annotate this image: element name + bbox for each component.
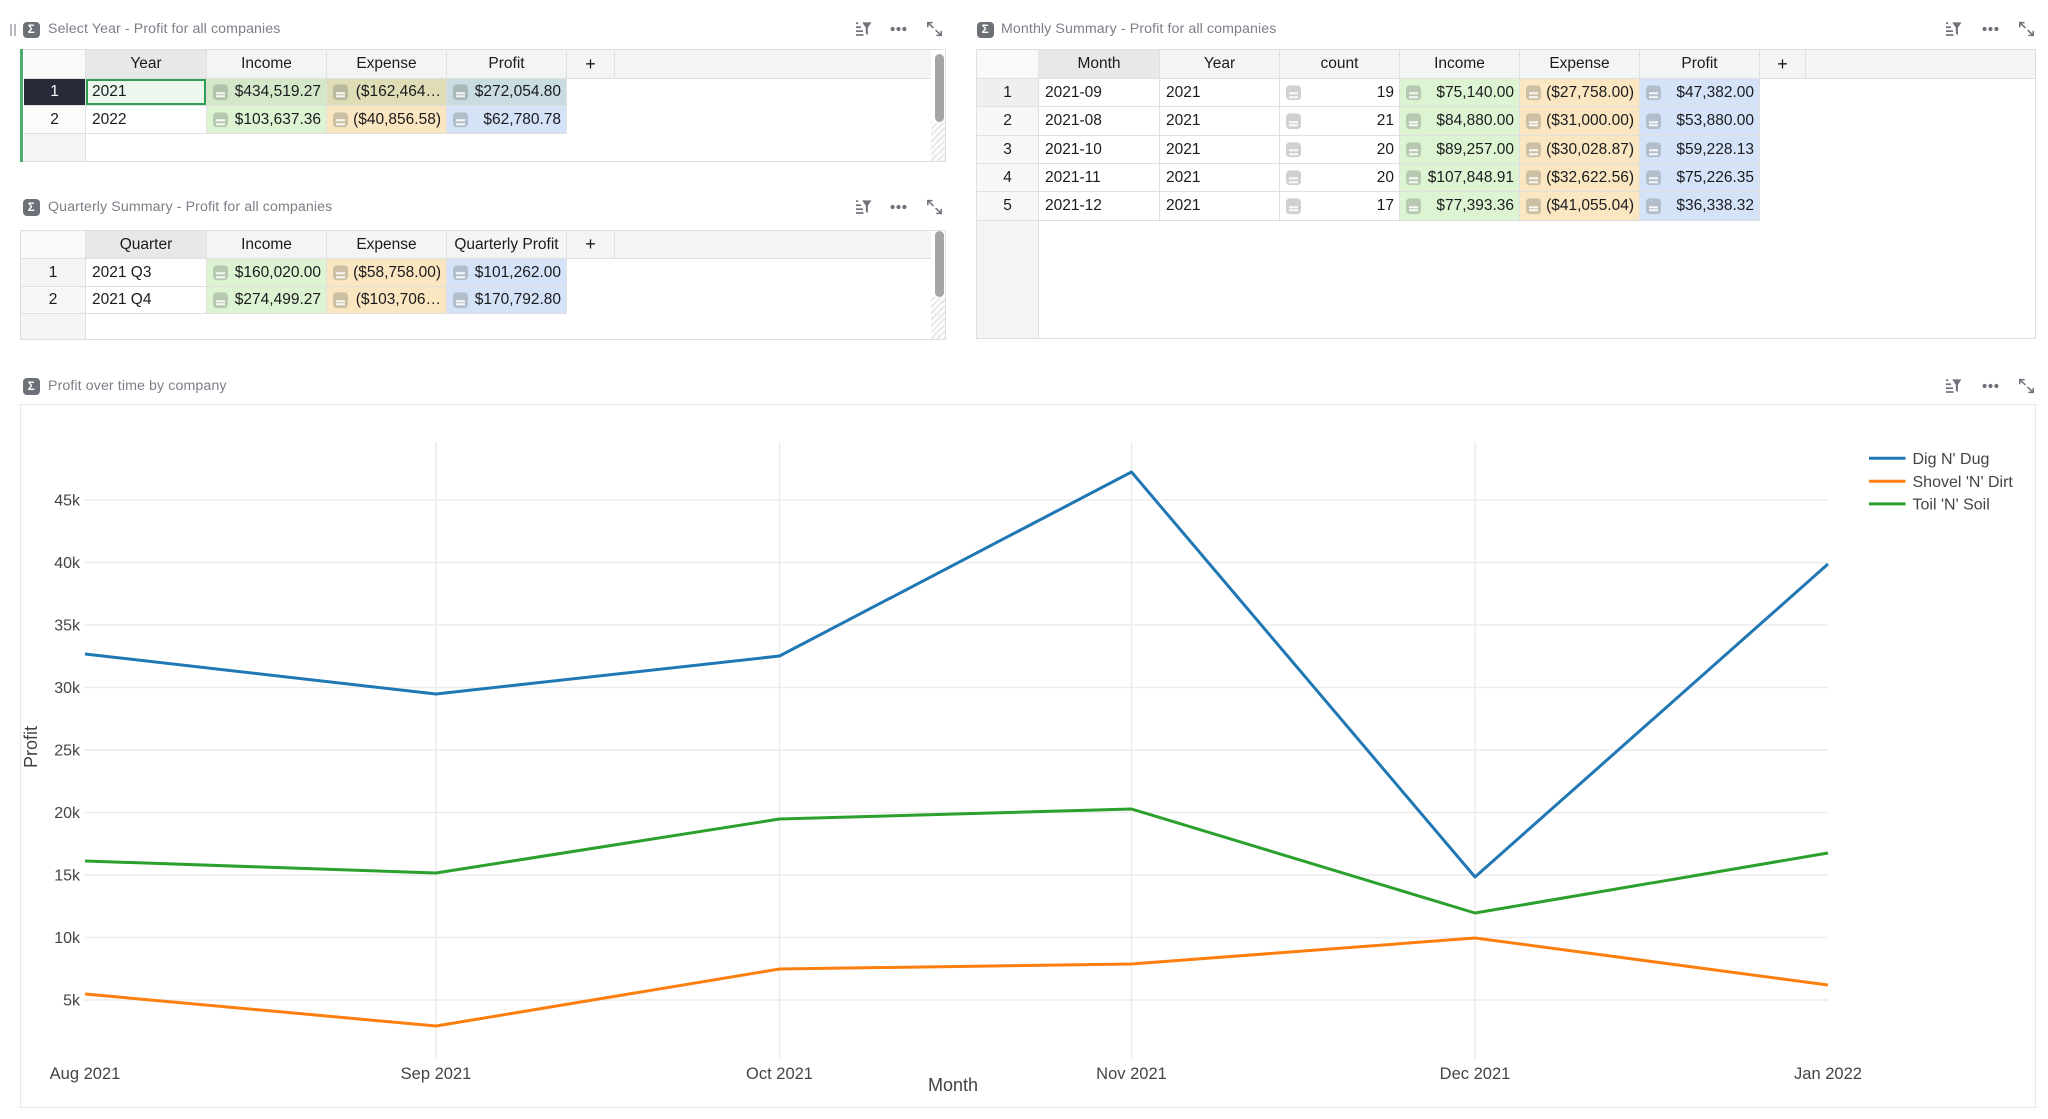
svg-text:Dec 2021: Dec 2021 [1440, 1065, 1511, 1083]
svg-text:Nov 2021: Nov 2021 [1096, 1065, 1167, 1083]
svg-text:Jan 2022: Jan 2022 [1794, 1065, 1862, 1083]
svg-text:35k: 35k [54, 618, 81, 635]
svg-text:30k: 30k [54, 680, 81, 697]
svg-text:45k: 45k [54, 493, 81, 510]
svg-text:Shovel 'N' Dirt: Shovel 'N' Dirt [1913, 474, 2014, 491]
svg-text:10k: 10k [54, 930, 81, 947]
svg-text:15k: 15k [54, 868, 81, 885]
svg-text:Sep 2021: Sep 2021 [401, 1065, 472, 1083]
svg-text:25k: 25k [54, 743, 81, 760]
svg-text:Month: Month [928, 1075, 978, 1095]
svg-text:Oct 2021: Oct 2021 [746, 1065, 813, 1083]
svg-text:Toil 'N' Soil: Toil 'N' Soil [1913, 496, 1990, 513]
svg-text:Dig N' Dug: Dig N' Dug [1913, 451, 1990, 468]
svg-text:Aug 2021: Aug 2021 [50, 1065, 121, 1083]
svg-text:20k: 20k [54, 805, 81, 822]
svg-text:40k: 40k [54, 555, 81, 572]
svg-text:Profit: Profit [21, 726, 41, 768]
svg-text:5k: 5k [63, 993, 81, 1010]
